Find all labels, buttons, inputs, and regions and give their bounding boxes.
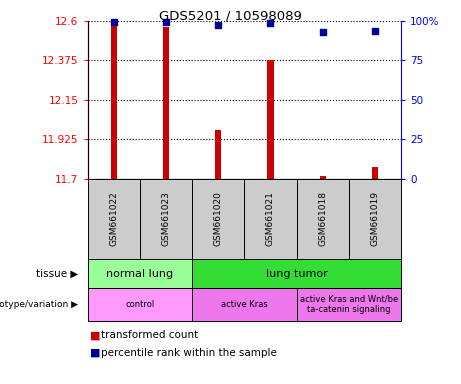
Text: tissue ▶: tissue ▶ (36, 268, 78, 279)
Text: lung tumor: lung tumor (266, 268, 327, 279)
Point (267, 20, 274, 26)
Bar (267, 60, 273, 179)
Text: control: control (125, 300, 154, 309)
Text: GSM661018: GSM661018 (318, 191, 327, 247)
Text: ■: ■ (90, 330, 100, 340)
Text: normal lung: normal lung (106, 268, 173, 279)
Bar (111, 22, 117, 179)
Text: genotype/variation ▶: genotype/variation ▶ (0, 300, 78, 309)
Bar (319, 176, 326, 179)
Point (162, 19, 170, 25)
Text: GSM661021: GSM661021 (266, 192, 275, 246)
Point (371, 28, 378, 35)
Bar (372, 167, 378, 179)
Text: ■: ■ (90, 348, 100, 358)
Bar (215, 131, 221, 179)
Text: active Kras: active Kras (221, 300, 268, 309)
Point (214, 22, 222, 28)
Text: GDS5201 / 10598089: GDS5201 / 10598089 (159, 10, 302, 23)
Point (110, 19, 118, 25)
Text: GSM661022: GSM661022 (109, 192, 118, 246)
Text: GSM661023: GSM661023 (161, 192, 171, 246)
Point (319, 29, 326, 35)
Text: active Kras and Wnt/be
ta-catenin signaling: active Kras and Wnt/be ta-catenin signal… (300, 295, 398, 314)
Text: transformed count: transformed count (101, 330, 199, 340)
Text: percentile rank within the sample: percentile rank within the sample (101, 348, 278, 358)
Text: GSM661019: GSM661019 (371, 191, 379, 247)
Bar (163, 27, 169, 179)
Text: GSM661020: GSM661020 (214, 192, 223, 246)
